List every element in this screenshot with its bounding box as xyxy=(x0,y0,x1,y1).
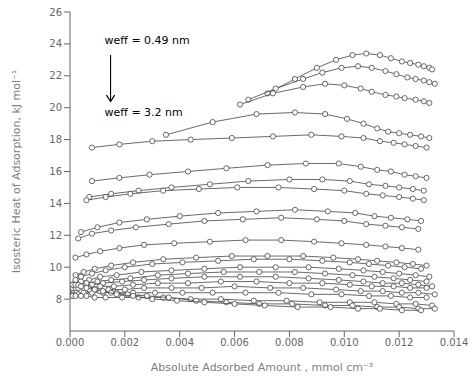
svg-text:8: 8 xyxy=(56,294,62,305)
svg-text:18: 18 xyxy=(49,134,62,145)
svg-text:10: 10 xyxy=(49,262,62,273)
svg-text:0.008: 0.008 xyxy=(275,337,304,348)
svg-text:0.002: 0.002 xyxy=(111,337,140,348)
svg-text:weff = 0.49 nm: weff = 0.49 nm xyxy=(105,34,190,47)
svg-text:22: 22 xyxy=(49,70,62,81)
svg-text:0.006: 0.006 xyxy=(220,337,249,348)
svg-text:0.000: 0.000 xyxy=(56,337,85,348)
svg-text:0.004: 0.004 xyxy=(165,337,194,348)
svg-text:16: 16 xyxy=(49,166,62,177)
svg-text:14: 14 xyxy=(49,198,62,209)
svg-text:0.014: 0.014 xyxy=(440,337,466,348)
svg-text:Absolute Adsorbed Amount , mmo: Absolute Adsorbed Amount , mmol cm⁻³ xyxy=(151,361,374,374)
svg-text:0.010: 0.010 xyxy=(330,337,359,348)
svg-text:26: 26 xyxy=(49,7,62,18)
svg-text:24: 24 xyxy=(49,38,62,49)
svg-text:20: 20 xyxy=(49,102,62,113)
svg-text:12: 12 xyxy=(49,230,62,241)
svg-text:weff = 3.2 nm: weff = 3.2 nm xyxy=(105,106,183,119)
svg-text:0.012: 0.012 xyxy=(385,337,414,348)
svg-text:Isosteric Heat of Adsorption,: Isosteric Heat of Adsorption, kJ mol⁻¹ xyxy=(10,70,23,274)
